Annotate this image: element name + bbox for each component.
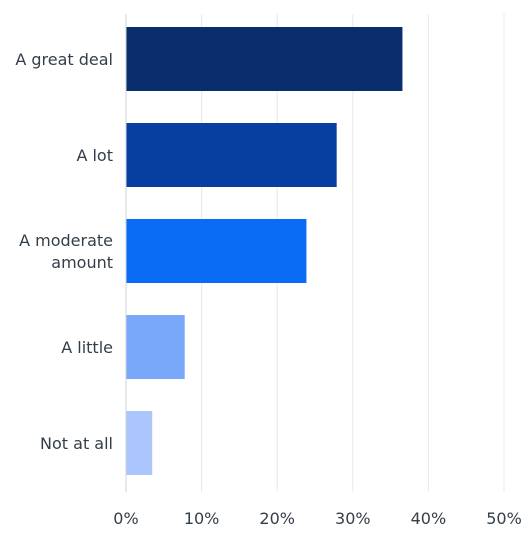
category-label: A lot <box>76 146 113 165</box>
x-tick-label: 0% <box>113 509 138 528</box>
x-tick-label: 20% <box>259 509 295 528</box>
category-label: A moderate <box>19 231 113 250</box>
grid-lines <box>201 14 505 492</box>
bar <box>126 123 337 187</box>
x-tick-label: 30% <box>335 509 371 528</box>
category-label: Not at all <box>40 434 113 453</box>
bar <box>126 411 153 475</box>
category-label: A little <box>61 338 113 357</box>
category-label: amount <box>51 253 113 272</box>
category-labels: A great deal A lot A moderate amount A littl… <box>15 50 113 453</box>
x-tick-label: 50% <box>486 509 522 528</box>
bar <box>126 315 185 379</box>
x-tick-label: 40% <box>411 509 447 528</box>
bars <box>126 27 403 475</box>
bar <box>126 219 307 283</box>
category-label: A great deal <box>15 50 113 69</box>
bar <box>126 27 403 91</box>
x-tick-label: 10% <box>184 509 220 528</box>
tick-labels: 0% 10% 20% 30% 40% 50% <box>113 509 521 528</box>
